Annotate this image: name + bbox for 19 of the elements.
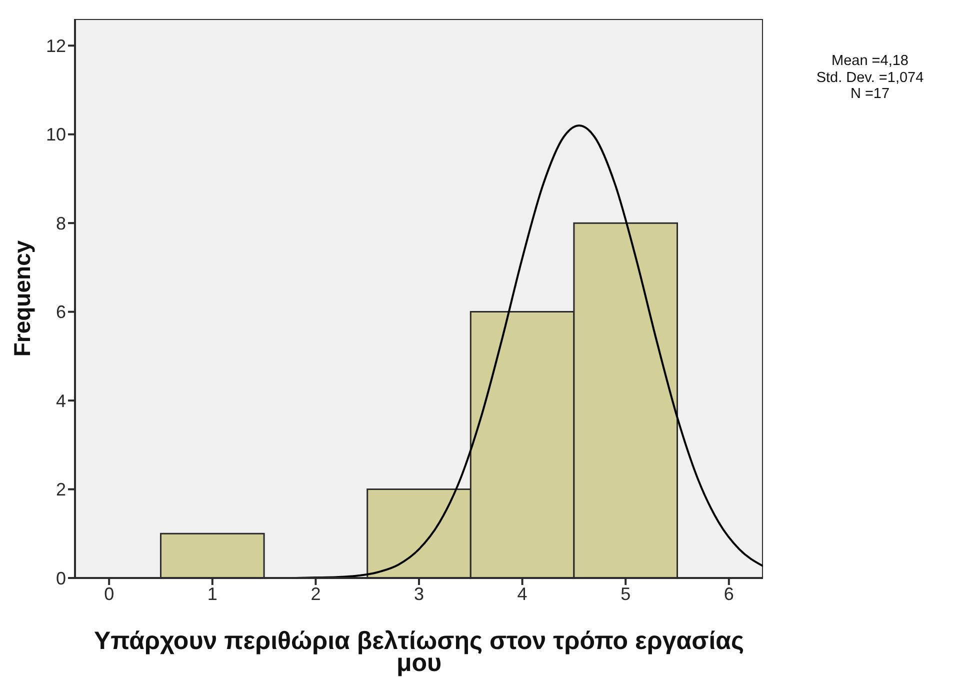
y-tick-label: 12	[46, 36, 66, 56]
x-tick-label: 5	[620, 584, 631, 604]
text: N =17	[849, 86, 891, 102]
x-tick-label: 1	[207, 584, 218, 604]
y-axis-title: Frequency	[9, 240, 35, 357]
x-tick-label: 6	[724, 584, 734, 604]
x-tick-label: 3	[414, 584, 424, 604]
text: Mean =4,18	[830, 53, 910, 70]
x-tick-label: 0	[104, 584, 114, 604]
y-tick-label: 8	[56, 213, 66, 234]
x-axis-title: Υπάρχουν περιθώρια βελτίωσης στον τρόπο εργασίας μου	[94, 627, 744, 677]
text: Std. Dev. =1,074	[815, 70, 925, 86]
x-tick-label: 4	[517, 584, 528, 604]
y-tick-label: 0	[56, 568, 66, 588]
y-tick-label: 4	[56, 390, 66, 411]
y-tick-label: 6	[56, 302, 66, 322]
y-tick-label: 10	[46, 124, 66, 145]
x-tick-label: 2	[310, 584, 321, 604]
y-tick-label: 2	[56, 480, 66, 500]
